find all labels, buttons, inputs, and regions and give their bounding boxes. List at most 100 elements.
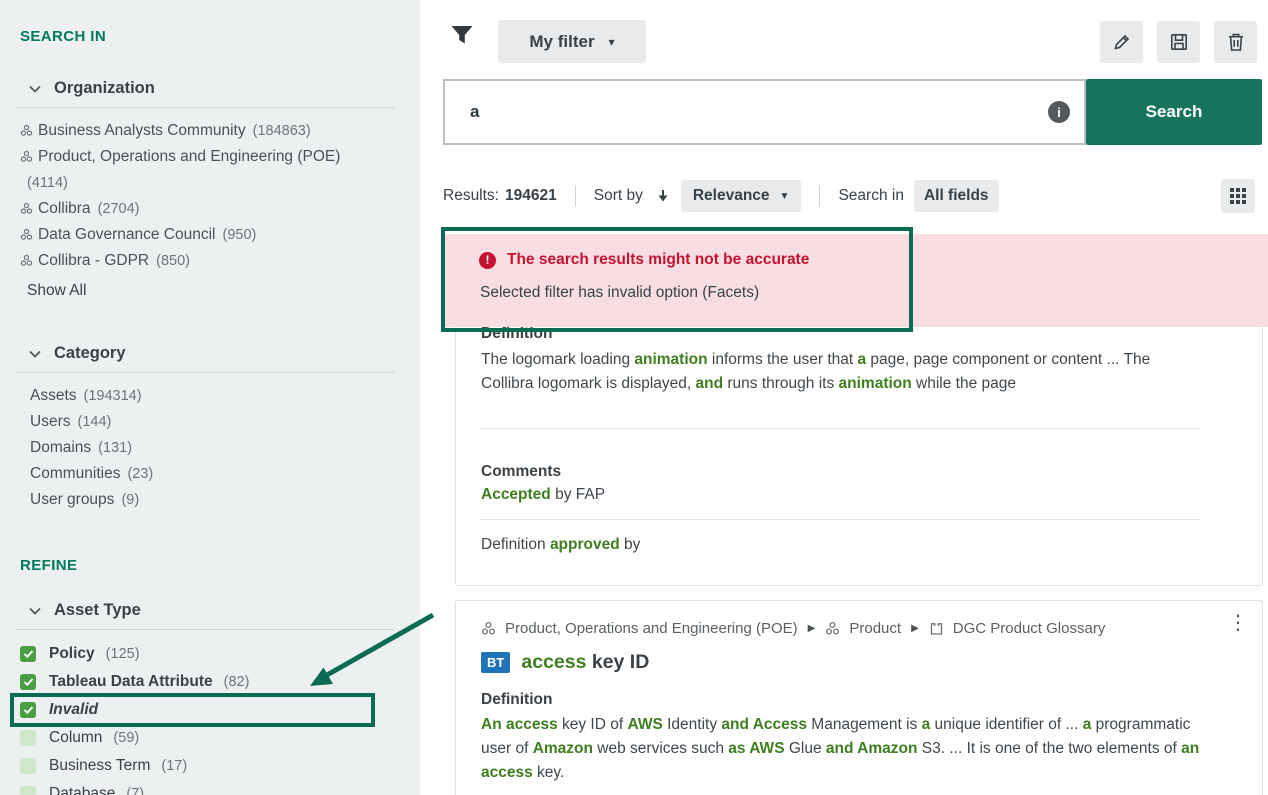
community-icon (20, 150, 33, 162)
show-all-link[interactable]: Show All (27, 282, 87, 299)
results-count: 194621 (505, 187, 557, 204)
facet-organization-item[interactable]: Collibra (2704) (20, 196, 380, 222)
delete-filter-button[interactable] (1214, 21, 1257, 63)
asset-title-link[interactable]: access key ID (521, 651, 650, 673)
floppy-disk-icon (1170, 33, 1187, 50)
facet-name: Communities (30, 465, 121, 482)
facet-count: (125) (105, 646, 140, 662)
saved-filter-name: My filter (529, 31, 595, 51)
alert-title: The search results might not be accurate (507, 251, 810, 268)
breadcrumb-domain[interactable]: DGC Product Glossary (952, 620, 1106, 637)
divider (16, 629, 394, 630)
facet-count: (950) (222, 227, 257, 243)
asset-type-section-label: Asset Type (54, 601, 141, 619)
facet-name: Invalid (49, 701, 99, 718)
checkbox-unchecked-icon[interactable] (20, 786, 36, 795)
community-icon (481, 621, 496, 635)
community-icon (20, 228, 33, 240)
facet-asset-type-tableau-data-attribute[interactable]: Tableau Data Attribute (82) (20, 668, 404, 696)
approval-text: Definition approved by (481, 536, 641, 553)
facet-name: Database (49, 785, 116, 795)
search-in-label: Search in (838, 187, 904, 204)
divider (16, 372, 394, 373)
facet-asset-type-business-term[interactable]: Business Term (17) (20, 752, 404, 780)
checkbox-checked-icon[interactable] (20, 674, 36, 690)
facet-asset-type-database[interactable]: Database (7) (20, 780, 404, 795)
kebab-menu-icon[interactable]: ⋮ (1228, 612, 1248, 634)
facet-count: (2704) (97, 201, 140, 217)
search-result-card: Product, Operations and Engineering (POE… (455, 600, 1263, 795)
facet-count: (850) (156, 253, 190, 269)
sort-direction-icon[interactable] (657, 189, 669, 203)
facet-count: (184863) (252, 123, 311, 139)
checkbox-checked-icon[interactable] (20, 646, 36, 662)
category-section-header[interactable]: Category (29, 344, 404, 363)
chevron-down-icon (29, 601, 41, 620)
breadcrumb: Product, Operations and Engineering (POE… (481, 620, 1237, 637)
saved-filter-dropdown[interactable]: My filter ▾ (498, 20, 646, 63)
checkbox-checked-icon[interactable] (20, 702, 36, 718)
facet-category-item[interactable]: Users (144) (30, 409, 390, 435)
definition-heading: Definition (481, 325, 553, 342)
facet-category-item[interactable]: Assets (194314) (30, 383, 390, 409)
community-icon (20, 124, 33, 136)
search-button[interactable]: Search (1086, 79, 1262, 145)
asset-type-badge: BT (481, 652, 511, 673)
asset-type-section-header[interactable]: Asset Type (29, 601, 404, 620)
save-filter-button[interactable] (1157, 21, 1200, 63)
facet-organization-item[interactable]: Data Governance Council (950) (20, 222, 380, 248)
facet-asset-type-column[interactable]: Column (59) (20, 724, 404, 752)
sort-value: Relevance (692, 187, 770, 204)
grid-view-button[interactable] (1221, 179, 1255, 213)
definition-text: An access key ID of AWS Identity and Acc… (481, 716, 1200, 781)
edit-filter-button[interactable] (1100, 21, 1143, 63)
facet-count: (144) (77, 414, 112, 430)
facet-sidebar: SEARCH IN Organization Business Analysts… (0, 0, 420, 795)
definition-text: The logomark loading animation informs t… (481, 351, 1151, 392)
facet-organization-item[interactable]: Business Analysts Community (184863) (20, 118, 380, 144)
facet-name: User groups (30, 491, 115, 508)
filter-funnel-icon (450, 24, 474, 57)
results-bar: Results: 194621 Sort by Relevance ▼ Sear… (443, 178, 1261, 214)
facet-category-item[interactable]: User groups (9) (30, 487, 390, 513)
definition-heading: Definition (481, 691, 553, 708)
facet-count: (4114) (27, 175, 68, 191)
facet-name: Tableau Data Attribute (49, 673, 213, 690)
search-field-selector[interactable]: All fields (913, 180, 999, 212)
facet-count: (131) (98, 440, 133, 456)
organization-section-header[interactable]: Organization (29, 79, 404, 98)
facet-name: Business Term (49, 757, 151, 774)
breadcrumb-separator-icon: ▶ (807, 623, 816, 634)
refine-title: REFINE (20, 557, 78, 574)
alert-exclamation-icon: ! (479, 251, 496, 269)
comments-heading: Comments (481, 463, 562, 480)
facet-asset-type-policy[interactable]: Policy (125) (20, 640, 404, 668)
facet-count: (9) (121, 492, 140, 508)
organization-section-label: Organization (54, 79, 155, 97)
results-label: Results: (443, 187, 499, 204)
facet-organization-item[interactable]: Collibra - GDPR (850) (20, 248, 380, 274)
community-icon (826, 621, 840, 635)
facet-name: Assets (30, 387, 77, 404)
divider (481, 428, 1199, 429)
sort-value-dropdown[interactable]: Relevance ▼ (680, 180, 802, 212)
facet-name: Column (49, 729, 103, 746)
info-icon[interactable]: i (1048, 101, 1070, 123)
search-input[interactable]: a i (443, 79, 1086, 145)
facet-organization-item[interactable]: Product, Operations and Engineering (POE… (20, 144, 380, 196)
facet-name: Product, Operations and Engineering (POE… (38, 148, 341, 165)
chevron-down-icon (29, 344, 41, 363)
facet-name: Users (30, 413, 71, 430)
domain-glossary-icon (930, 622, 942, 635)
search-field-value: All fields (923, 187, 989, 204)
facet-asset-type-invalid[interactable]: Invalid (10, 693, 404, 727)
search-result-card: Definition The logomark loading animatio… (455, 299, 1263, 586)
checkbox-unchecked-icon[interactable] (20, 730, 36, 746)
chevron-down-icon (29, 79, 41, 98)
facet-category-item[interactable]: Domains (131) (30, 435, 390, 461)
checkbox-unchecked-icon[interactable] (20, 758, 36, 774)
breadcrumb-community[interactable]: Product, Operations and Engineering (POE… (505, 620, 798, 637)
breadcrumb-subcommunity[interactable]: Product (849, 620, 902, 637)
facet-category-item[interactable]: Communities (23) (30, 461, 390, 487)
facet-name: Business Analysts Community (38, 122, 246, 139)
